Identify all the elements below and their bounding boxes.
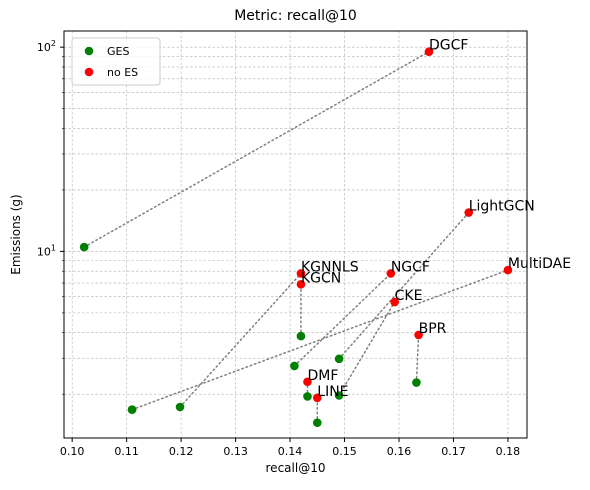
connection-lines: [83, 50, 509, 424]
legend-marker: [84, 67, 94, 77]
point-label: NGCF: [391, 259, 430, 275]
no-es-point: [303, 377, 312, 387]
no-es-point: [414, 330, 423, 340]
ges-point: [312, 418, 322, 427]
y-axis-label: Emissions (g): [9, 194, 23, 274]
x-tick-label: 0.15: [332, 445, 357, 458]
ges-point: [175, 402, 185, 412]
y-axis: 101 102: [37, 39, 64, 395]
point-label: KGCN: [301, 270, 341, 286]
y-tick-label: 101: [37, 243, 56, 258]
x-tick-label: 0.16: [387, 445, 412, 458]
x-tick-label: 0.18: [496, 445, 521, 458]
no-es-point: [296, 280, 306, 289]
point-label: MultiDAE: [508, 256, 571, 272]
data-points: [79, 47, 513, 427]
connection-line: [338, 211, 470, 360]
y-tick-label: 102: [37, 39, 56, 54]
no-es-point: [424, 47, 434, 57]
ges-point: [127, 405, 137, 414]
point-label: KGNNLS: [301, 259, 359, 275]
no-es-point: [503, 265, 513, 275]
no-es-point: [390, 297, 399, 307]
no-es-point: [464, 208, 474, 217]
chart-title: Metric: recall@10: [234, 8, 357, 24]
connection-line: [293, 272, 392, 367]
x-axis: 0.10 0.11 0.12 0.13 0.14 0.15 0.16 0.17 0.18: [60, 438, 520, 458]
point-label: BPR: [419, 321, 447, 337]
legend-label: GES: [107, 45, 129, 58]
connection-line: [338, 301, 396, 397]
plot-frame: [63, 30, 528, 439]
x-tick-label: 0.10: [60, 445, 85, 458]
x-tick-label: 0.12: [169, 445, 194, 458]
no-es-point: [312, 393, 322, 403]
ges-point: [290, 361, 299, 371]
connection-line: [415, 334, 420, 384]
point-label: CKE: [395, 288, 423, 304]
ges-point: [334, 354, 344, 364]
legend-label: no ES: [107, 66, 138, 79]
legend-marker: [84, 46, 94, 56]
ges-point: [334, 391, 344, 400]
ges-point: [296, 331, 306, 341]
ges-point: [303, 392, 312, 401]
legend: GES no ES: [71, 37, 161, 86]
x-tick-label: 0.13: [223, 445, 248, 458]
ges-point: [412, 378, 421, 387]
connection-line: [131, 269, 509, 411]
point-label: LINE: [317, 384, 348, 400]
point-label: LightGCN: [469, 199, 535, 215]
no-es-point: [386, 269, 396, 278]
connection-line: [83, 50, 430, 248]
connection-line: [179, 272, 302, 408]
x-tick-label: 0.14: [278, 445, 303, 458]
point-label: DGCF: [429, 38, 468, 54]
point-label: DMF: [307, 368, 338, 384]
x-tick-label: 0.17: [441, 445, 466, 458]
legend-box: [71, 37, 161, 86]
x-tick-label: 0.11: [114, 445, 139, 458]
plot-background: [64, 31, 527, 438]
ges-point: [79, 242, 89, 252]
no-es-point: [296, 269, 306, 278]
x-axis-label: recall@10: [266, 461, 326, 475]
